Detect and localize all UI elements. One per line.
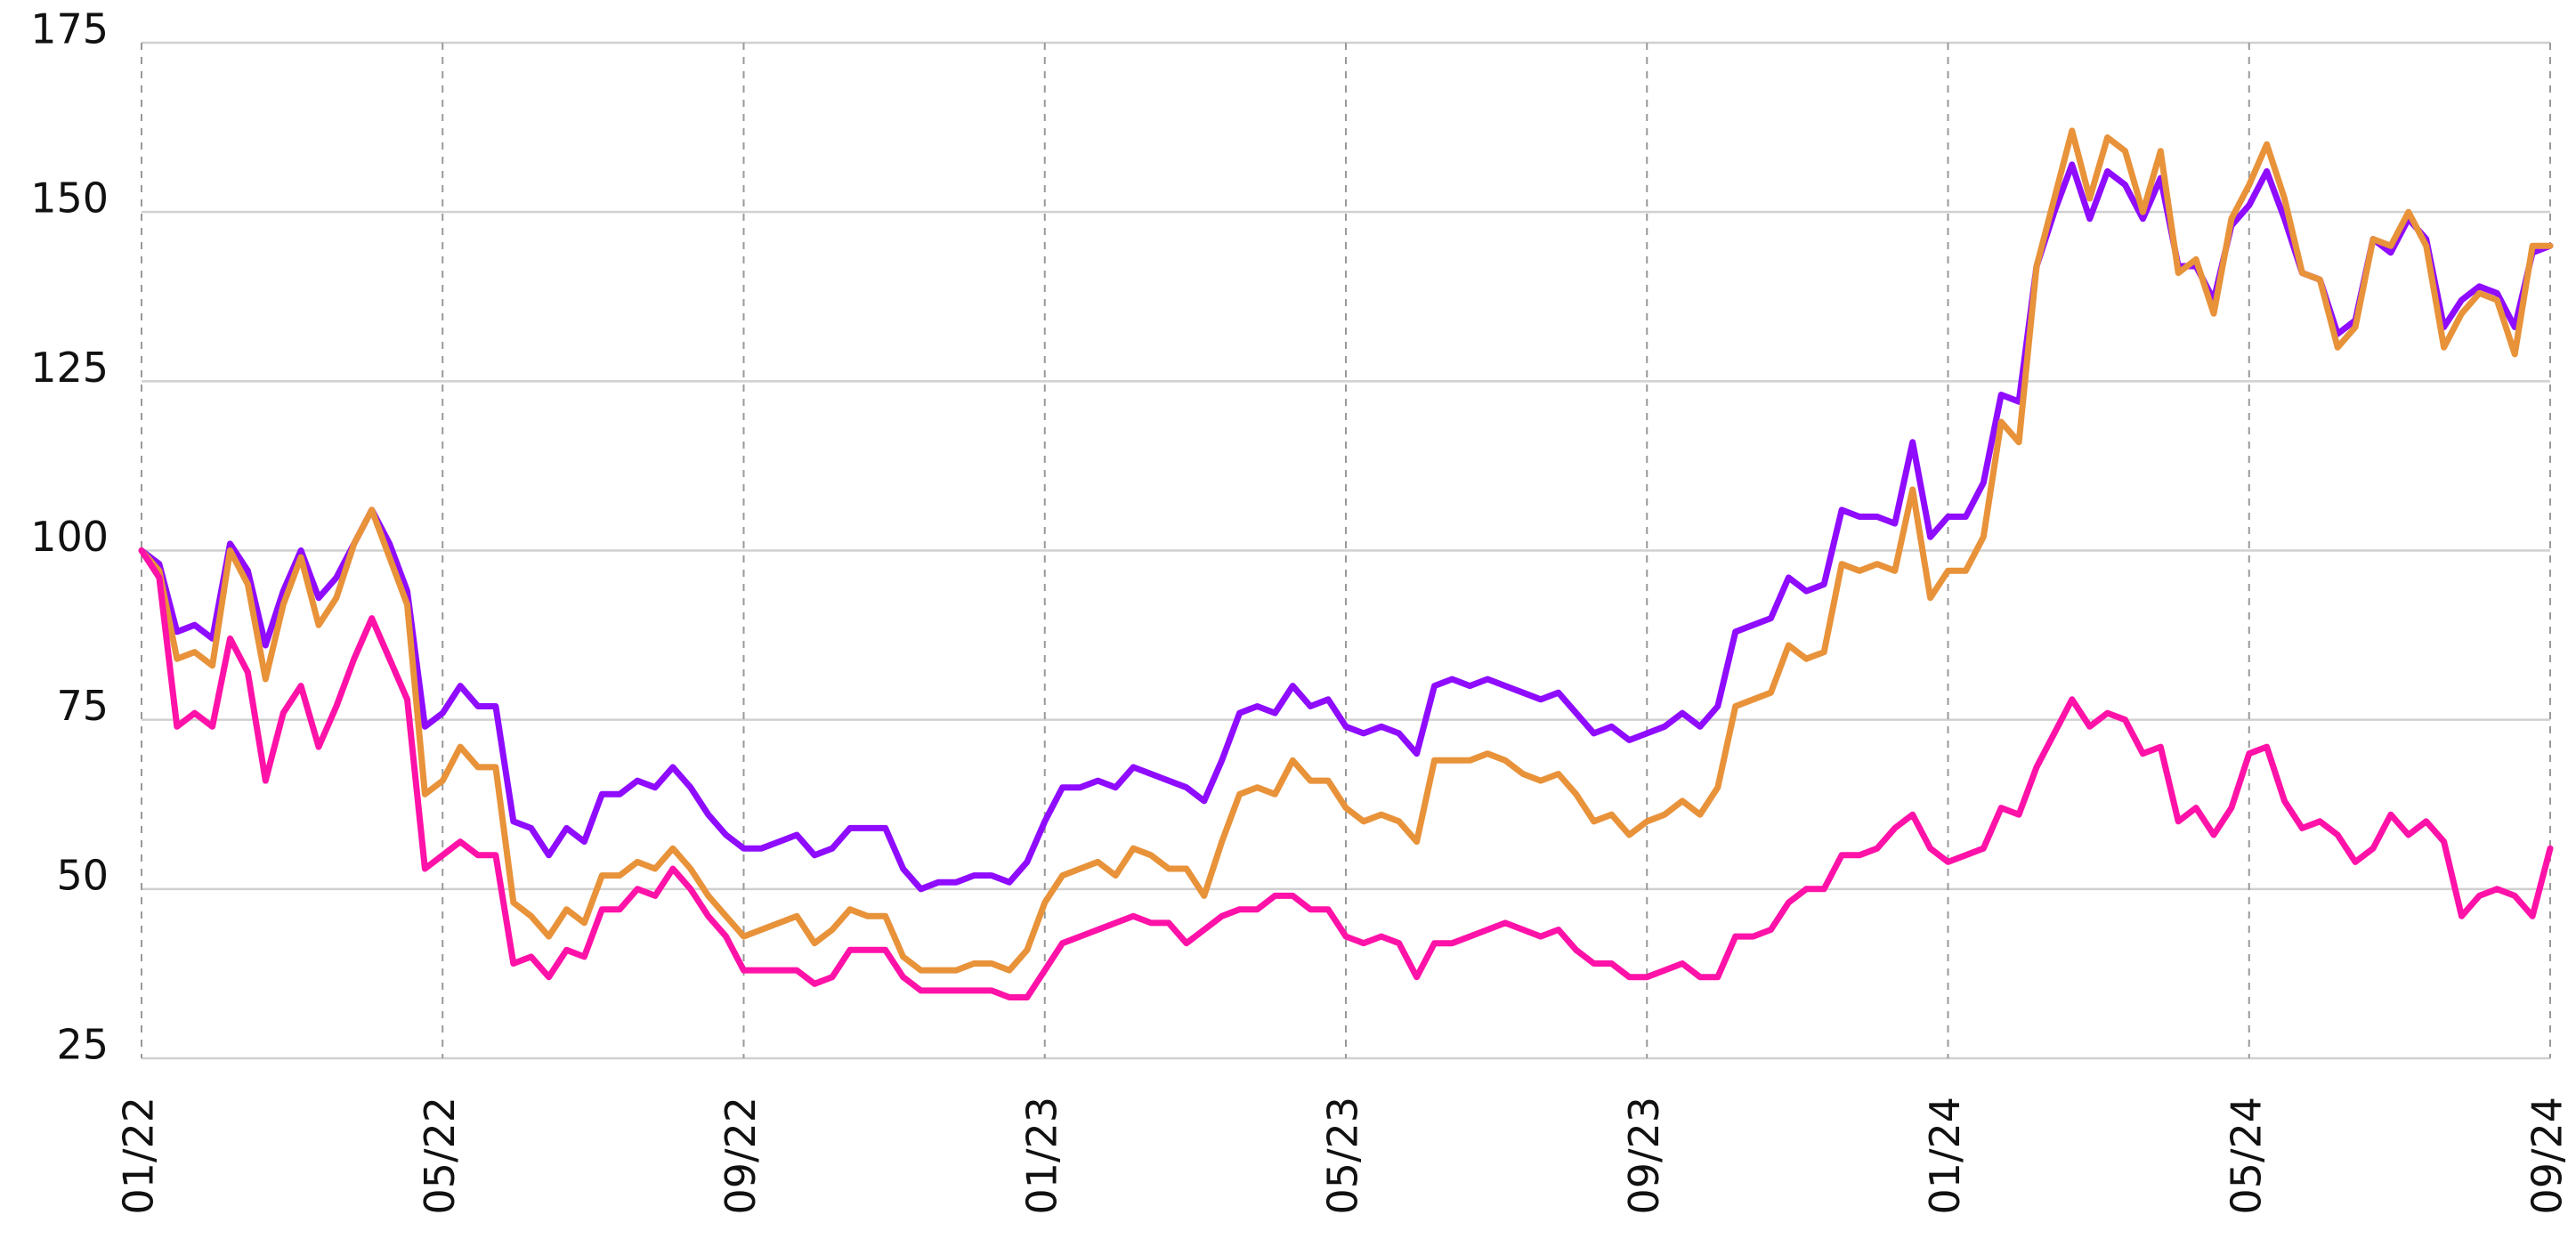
series-line (138, 161, 2554, 893)
y-tick-label: 150 (30, 174, 109, 223)
series-line (138, 127, 2554, 974)
x-tick-label: 09/24 (2523, 1097, 2572, 1215)
x-tick-label: 05/22 (416, 1097, 464, 1215)
y-tick-label: 75 (56, 682, 109, 730)
y-tick-label: 125 (30, 344, 109, 392)
y-tick-label: 25 (56, 1021, 109, 1069)
y-tick-label: 175 (30, 5, 109, 53)
y-tick-label: 50 (56, 851, 109, 899)
x-tick-label: 01/23 (1017, 1097, 1065, 1215)
x-tick-label: 09/23 (1620, 1097, 1668, 1215)
x-tick-label: 01/22 (115, 1097, 163, 1215)
series-line (138, 547, 2554, 1000)
x-tick-label: 05/23 (1319, 1097, 1367, 1215)
x-tick-label: 01/24 (1921, 1097, 1969, 1215)
x-tick-label: 09/22 (717, 1097, 765, 1215)
x-tick-label: 05/24 (2222, 1097, 2270, 1215)
y-tick-label: 100 (30, 513, 109, 561)
